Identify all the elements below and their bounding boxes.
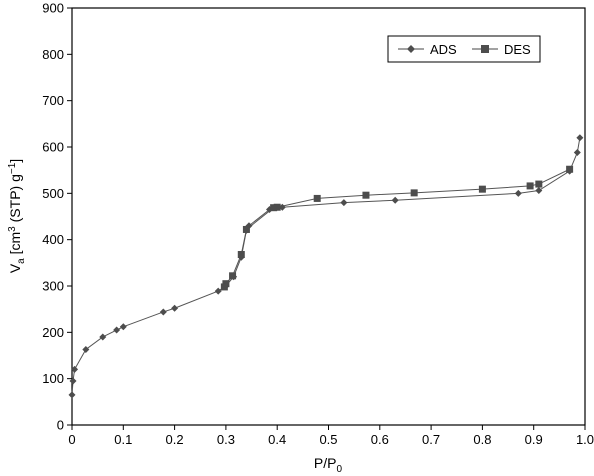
series-markers <box>68 134 584 399</box>
x-tick-label: 0.5 <box>319 432 337 447</box>
x-tick-label: 0.1 <box>114 432 132 447</box>
legend-des-label: DES <box>504 42 531 57</box>
data-point-ads <box>68 391 76 399</box>
y-axis-title-sup1: 3 <box>7 226 18 232</box>
y-tick-label: 300 <box>42 279 64 294</box>
axis-ticks: 0 0.1 0.2 0.3 0.4 0.5 0.6 0.7 0.8 0.9 1.0 0 100 200 30… <box>42 1 594 448</box>
x-tick-label: 0 <box>68 432 75 447</box>
data-point-des <box>220 283 228 291</box>
legend-ads-diamond-icon <box>407 45 415 53</box>
data-point-des <box>273 203 281 211</box>
x-tick-label: 0.9 <box>525 432 543 447</box>
data-point-ads <box>99 333 107 341</box>
data-point-ads <box>113 326 121 334</box>
data-point-des <box>229 272 237 280</box>
series-line-ads <box>71 137 581 395</box>
x-axis-title: P/P0 <box>314 455 343 475</box>
x-tick-label: 1.0 <box>576 432 594 447</box>
data-point-ads <box>159 308 167 316</box>
data-point-ads <box>71 365 79 373</box>
x-axis-title-sub: 0 <box>337 464 343 475</box>
data-point-des <box>270 204 278 212</box>
x-tick-label: 0.2 <box>166 432 184 447</box>
series-line-des <box>223 168 570 288</box>
data-point-des <box>237 250 245 258</box>
plot-frame <box>71 7 586 426</box>
y-tick-label: 600 <box>42 140 64 155</box>
data-point-ads <box>535 187 543 195</box>
data-point-des <box>313 194 321 202</box>
data-point-des <box>526 182 534 190</box>
y-tick-label: 0 <box>57 418 64 433</box>
data-point-ads <box>573 149 581 157</box>
plot-area-group <box>71 7 586 426</box>
legend-ads-label: ADS <box>430 42 457 57</box>
data-point-des <box>242 225 250 233</box>
y-tick-label: 100 <box>42 371 64 386</box>
series-lines <box>71 137 581 395</box>
y-tick-label: 200 <box>42 325 64 340</box>
data-point-ads <box>514 189 522 197</box>
data-point-des <box>410 189 418 197</box>
y-axis-title-rest2: (STP) g <box>7 174 23 226</box>
y-tick-label: 700 <box>42 93 64 108</box>
data-point-ads <box>214 287 222 295</box>
y-axis-title: Va [cm3 (STP) g−1] <box>7 159 27 273</box>
data-point-des <box>362 191 370 199</box>
y-tick-label: 500 <box>42 186 64 201</box>
y-tick-label: 400 <box>42 232 64 247</box>
data-point-ads <box>391 196 399 204</box>
data-point-des <box>535 180 543 188</box>
y-axis-title-sub: a <box>16 258 27 264</box>
legend: ADS DES <box>387 35 541 63</box>
x-tick-label: 0.4 <box>268 432 286 447</box>
y-axis-title-sup2: −1 <box>7 162 18 174</box>
y-axis-title-rest3: ] <box>7 159 23 163</box>
x-tick-label: 0.7 <box>422 432 440 447</box>
x-tick-label: 0.3 <box>217 432 235 447</box>
data-point-ads <box>171 304 179 312</box>
data-point-ads <box>119 323 127 331</box>
data-point-ads <box>576 134 584 142</box>
x-tick-label: 0.6 <box>371 432 389 447</box>
data-point-ads <box>82 345 90 353</box>
y-axis-title-main: V <box>7 263 23 273</box>
data-point-ads <box>340 199 348 207</box>
x-axis-title-main: P/P <box>314 455 337 471</box>
y-axis-title-rest1: [cm <box>7 232 23 258</box>
data-point-des <box>566 165 574 173</box>
data-point-des <box>478 185 486 193</box>
x-tick-label: 0.8 <box>473 432 491 447</box>
y-tick-label: 900 <box>42 1 64 16</box>
y-tick-label: 800 <box>42 47 64 62</box>
legend-des-square-icon <box>481 45 489 53</box>
data-point-ads <box>69 377 77 385</box>
